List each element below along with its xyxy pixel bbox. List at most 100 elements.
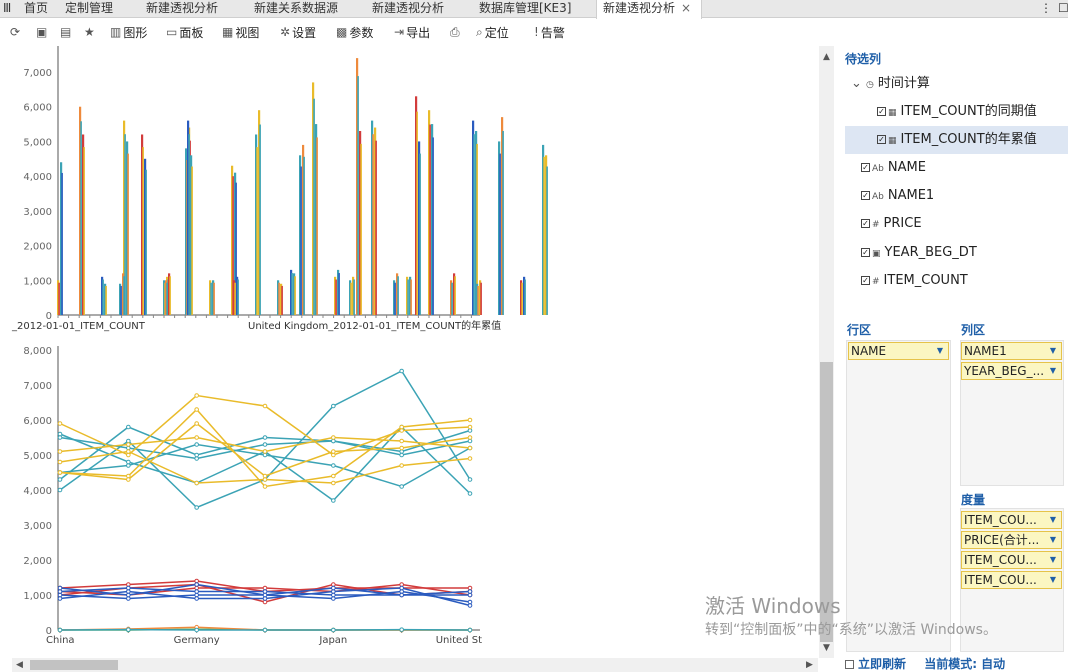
field-checkbox[interactable]: ✓: [877, 107, 886, 116]
bar: [451, 282, 453, 315]
y-tick-label: 4,000: [23, 486, 52, 497]
data-point: [262, 592, 268, 598]
chevron-down-icon[interactable]: ⌄: [851, 76, 867, 91]
print-button[interactable]: ⎙: [450, 24, 462, 40]
tab-pivot-analysis-1[interactable]: 新建透视分析: [146, 1, 219, 15]
bar: [277, 280, 280, 315]
measure-field-pill[interactable]: ITEM_COU... ▼: [961, 571, 1062, 589]
horizontal-scrollbar[interactable]: [12, 658, 818, 672]
field-checkbox[interactable]: ✓: [861, 191, 870, 200]
save-button[interactable]: ▣: [36, 24, 49, 40]
bar: [415, 96, 418, 315]
field-checkbox[interactable]: ✓: [861, 219, 870, 228]
bar: [313, 98, 315, 315]
text-field-icon: Ab: [872, 164, 884, 174]
number-field-icon: #: [872, 277, 880, 287]
save-as-button[interactable]: ▤: [60, 24, 73, 40]
field-checkbox[interactable]: ✓: [861, 248, 870, 257]
refresh-icon: ⟳: [10, 25, 21, 39]
dropdown-arrow-icon[interactable]: ▼: [1049, 575, 1056, 584]
measure-field-pill[interactable]: ITEM_COU... ▼: [961, 551, 1062, 569]
data-point: [194, 480, 199, 486]
tab-pivot-analysis-2[interactable]: 新建透视分析: [372, 1, 445, 15]
toolbar: ⟳ ▣ ▤ ★ ▥ 图形 ▭ 面板 ▦ 视图 ✲ 设置 ▩ 参数 ⇥ 导出 ⎙ ⌕ 定位 ! 告警: [0, 20, 820, 44]
refresh-label[interactable]: 立即刷新: [858, 657, 907, 671]
x-tick-label: China: [46, 635, 75, 646]
refresh-checkbox[interactable]: [845, 660, 854, 669]
field-item-year-beg-dt[interactable]: ✓ ▣ YEAR_BEG_DT: [845, 239, 1068, 267]
toolbar-button-9[interactable]: ⇥ 导出: [394, 24, 430, 40]
bar: [163, 280, 166, 315]
bar: [145, 169, 147, 315]
toolbar-button-5[interactable]: ▭ 面板: [166, 24, 203, 40]
field-item-item-count-[interactable]: ✓ ▦ ITEM_COUNT的同期值: [845, 98, 1068, 126]
toolbar-button-11[interactable]: ⌕ 定位: [476, 24, 509, 40]
dropdown-arrow-icon[interactable]: ▼: [1049, 366, 1056, 375]
field-checkbox[interactable]: ✓: [861, 276, 870, 285]
field-checkbox[interactable]: ✓: [861, 163, 870, 172]
column-field-pill[interactable]: NAME1 ▼: [961, 342, 1062, 360]
scroll-right-icon[interactable]: ▶: [806, 660, 813, 670]
data-point: [126, 627, 131, 632]
bar: [185, 148, 188, 315]
y-tick-label: 2,000: [23, 242, 52, 253]
field-item--[interactable]: ⌄ ◷ 时间计算: [845, 70, 1068, 98]
more-icon[interactable]: ⋮: [1040, 1, 1052, 15]
bar: [144, 158, 147, 315]
toolbar-label: 参数: [349, 25, 374, 40]
dropdown-arrow-icon[interactable]: ▼: [1049, 515, 1056, 524]
toolbar-label: 面板: [179, 25, 204, 40]
tab-database-management[interactable]: 数据库管理[KE3]: [479, 1, 572, 15]
column-field-pill[interactable]: YEAR_BEG_... ▼: [961, 362, 1062, 380]
field-label: ITEM_COUNT的年累值: [900, 132, 1037, 147]
scroll-up-icon[interactable]: ▲: [823, 52, 830, 62]
field-item-name[interactable]: ✓ Ab NAME: [845, 154, 1068, 182]
data-point: [194, 505, 199, 510]
bar: [520, 280, 523, 315]
restore-icon[interactable]: ☐: [1058, 1, 1068, 15]
vertical-scroll-thumb[interactable]: [820, 362, 833, 642]
row-field-pill[interactable]: NAME ▼: [848, 342, 949, 360]
dropdown-arrow-icon[interactable]: ▼: [1049, 346, 1056, 355]
measure-field-pill[interactable]: ITEM_COU... ▼: [961, 511, 1062, 529]
data-point: [126, 459, 131, 465]
field-item-price[interactable]: ✓ # PRICE: [845, 210, 1068, 238]
tab-custom-management[interactable]: 定制管理: [65, 1, 114, 15]
tab-relational-datasource[interactable]: 新建关系数据源: [254, 1, 339, 15]
toolbar-button-6[interactable]: ▦ 视图: [222, 24, 259, 40]
y-tick-label: 5,000: [23, 451, 52, 462]
toolbar-button-12[interactable]: ! 告警: [534, 24, 565, 40]
toolbar-button-7[interactable]: ✲ 设置: [280, 24, 316, 40]
scroll-down-icon[interactable]: ▼: [823, 643, 830, 653]
bar: [524, 279, 526, 315]
field-item-item-count[interactable]: ✓ # ITEM_COUNT: [845, 267, 1068, 295]
dropdown-arrow-icon[interactable]: ▼: [1049, 555, 1056, 564]
dropdown-arrow-icon[interactable]: ▼: [936, 346, 943, 355]
data-point: [467, 417, 473, 423]
refresh-button[interactable]: ⟳: [10, 24, 22, 40]
bar: [542, 144, 545, 315]
field-item-item-count-[interactable]: ✓ ▦ ITEM_COUNT的年累值: [845, 126, 1068, 154]
bar: [521, 282, 523, 315]
bar: [119, 283, 122, 315]
y-tick-label: 7,000: [23, 381, 52, 392]
bar: [475, 131, 478, 315]
app-menu-icon[interactable]: Ⅲ: [3, 1, 12, 15]
row-zone[interactable]: [846, 340, 951, 652]
tab-pivot-analysis-active[interactable]: 新建透视分析 ×: [596, 0, 702, 19]
tab-home[interactable]: 首页: [24, 1, 49, 15]
calc-icon: ▦: [888, 108, 897, 118]
export-icon: ⇥: [394, 25, 405, 39]
data-point: [194, 421, 199, 426]
field-checkbox[interactable]: ✓: [877, 135, 886, 144]
close-icon[interactable]: ×: [681, 1, 692, 15]
field-item-name1[interactable]: ✓ Ab NAME1: [845, 182, 1068, 210]
toolbar-button-4[interactable]: ▥ 图形: [110, 24, 147, 40]
horizontal-scroll-thumb[interactable]: [30, 660, 118, 670]
star-button[interactable]: ★: [84, 24, 97, 40]
measure-field-pill[interactable]: PRICE(合计... ▼: [961, 531, 1062, 549]
toolbar-button-8[interactable]: ▩ 参数: [336, 24, 373, 40]
dropdown-arrow-icon[interactable]: ▼: [1049, 535, 1056, 544]
data-point: [331, 592, 336, 598]
scroll-left-icon[interactable]: ◀: [16, 660, 23, 670]
